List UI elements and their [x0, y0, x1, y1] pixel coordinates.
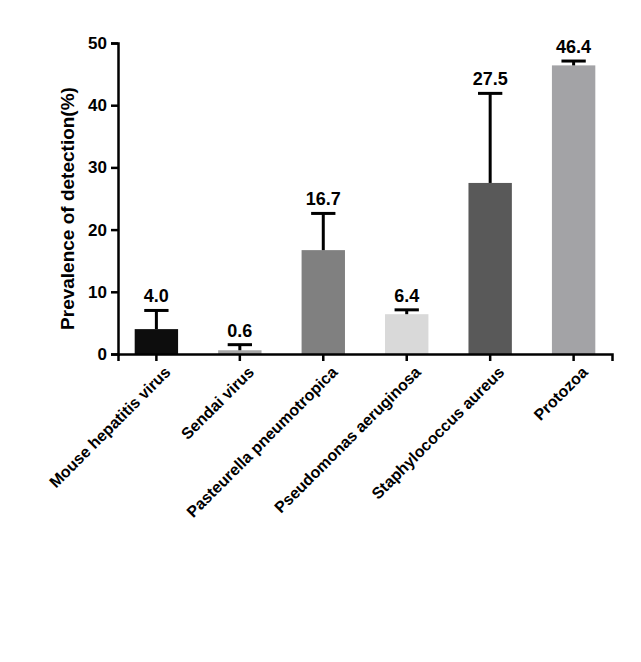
error-bar — [478, 93, 502, 183]
x-tick: Protozoa — [530, 354, 590, 424]
data-label: 6.4 — [394, 286, 419, 306]
y-tick-mark — [111, 291, 118, 294]
error-stem — [489, 93, 492, 183]
x-tick: Mouse hepatitis virus — [46, 354, 174, 491]
y-tick: 20 — [88, 221, 118, 240]
data-label: 16.7 — [306, 189, 341, 209]
y-tick-label: 50 — [88, 34, 107, 53]
data-label: 0.6 — [227, 321, 252, 341]
x-tick-label: Protozoa — [530, 363, 590, 423]
y-tick-mark — [111, 353, 118, 356]
y-tick: 0 — [98, 345, 118, 364]
error-bar — [144, 310, 168, 329]
error-cap — [395, 308, 419, 311]
x-tick: Pseudomonas aeruginosa — [271, 354, 424, 516]
x-tick: Sendai virus — [178, 354, 257, 443]
x-axis: Mouse hepatitis virusSendai virusPasteur… — [46, 354, 613, 521]
y-axis-line — [111, 44, 119, 355]
data-label: 4.0 — [144, 286, 169, 306]
y-tick-mark — [111, 229, 118, 232]
y-axis-title: Prevalence of detection(%) — [57, 87, 78, 330]
data-label: 46.4 — [556, 37, 591, 57]
data-labels: 4.0 0.6 16.7 6.4 27.5 46.4 — [144, 37, 591, 341]
x-tick: Staphylococcus aureus — [368, 354, 507, 502]
x-tick-label: Staphylococcus aureus — [368, 363, 507, 502]
bar — [135, 329, 178, 354]
error-cap — [144, 309, 168, 312]
error-bar — [228, 345, 252, 351]
bar — [302, 250, 345, 354]
y-tick-label: 0 — [98, 345, 107, 364]
x-tick-mark — [405, 354, 408, 361]
error-cap — [311, 212, 335, 215]
error-cap — [561, 60, 585, 63]
y-tick-mark — [111, 104, 118, 107]
chart: 0 10 20 30 40 50 Mouse hepatitis virusSendai v… — [0, 0, 641, 662]
y-tick: 40 — [88, 96, 118, 115]
y-tick: 50 — [88, 34, 118, 53]
bar — [385, 314, 428, 354]
y-tick-label: 40 — [88, 96, 107, 115]
y-tick-mark — [111, 42, 118, 45]
error-bar — [561, 61, 585, 65]
marks — [135, 61, 596, 354]
x-tick-mark — [155, 354, 158, 361]
x-tick-mark — [572, 354, 575, 361]
error-cap — [478, 92, 502, 95]
data-label: 27.5 — [473, 69, 508, 89]
x-tick: Pasteurella pneumotropica — [183, 354, 340, 521]
y-tick-mark — [111, 167, 118, 170]
y-tick: 10 — [88, 283, 118, 302]
x-tick-label: Sendai virus — [178, 363, 257, 442]
x-axis-line — [119, 355, 613, 362]
x-tick-mark — [489, 354, 492, 361]
x-tick-label: Mouse hepatitis virus — [46, 363, 174, 491]
y-tick-label: 30 — [88, 158, 107, 177]
bar — [468, 183, 511, 354]
error-bar — [395, 310, 419, 314]
x-tick-label: Pasteurella pneumotropica — [183, 363, 340, 520]
x-tick-label: Pseudomonas aeruginosa — [271, 363, 424, 516]
y-tick: 30 — [88, 158, 118, 177]
y-tick-label: 10 — [88, 283, 107, 302]
error-stem — [155, 310, 158, 329]
y-tick-label: 20 — [88, 221, 107, 240]
error-cap — [228, 343, 252, 346]
y-axis: 0 10 20 30 40 50 — [88, 34, 118, 364]
bar — [552, 65, 595, 354]
x-tick-mark — [322, 354, 325, 361]
error-bar — [311, 213, 335, 250]
error-stem — [322, 213, 325, 250]
x-tick-mark — [239, 354, 242, 361]
